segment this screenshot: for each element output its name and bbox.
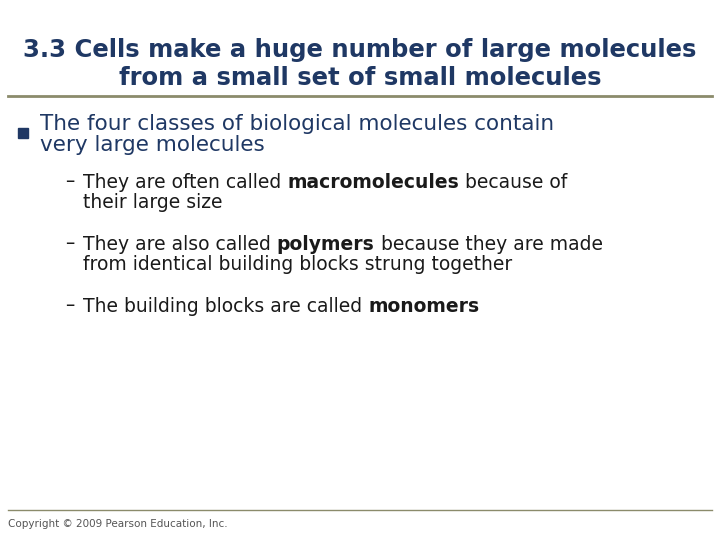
Text: their large size: their large size [83, 193, 222, 213]
Text: 3.3 Cells make a huge number of large molecules: 3.3 Cells make a huge number of large mo… [23, 38, 697, 62]
Text: The building blocks are called: The building blocks are called [83, 296, 368, 315]
Text: They are also called: They are also called [83, 234, 277, 253]
Text: because of: because of [459, 172, 567, 192]
Text: because they are made: because they are made [374, 234, 603, 253]
Text: very large molecules: very large molecules [40, 135, 265, 155]
Bar [18, 128, 28, 138]
Text: They are often called: They are often called [83, 172, 287, 192]
Text: from a small set of small molecules: from a small set of small molecules [119, 66, 601, 90]
Text: macromolecules: macromolecules [287, 172, 459, 192]
Text: The four classes of biological molecules contain: The four classes of biological molecules… [40, 114, 554, 134]
Text: polymers: polymers [277, 234, 374, 253]
Text: Copyright © 2009 Pearson Education, Inc.: Copyright © 2009 Pearson Education, Inc. [8, 519, 228, 529]
Text: –: – [65, 234, 74, 253]
Text: monomers: monomers [368, 296, 480, 315]
Text: from identical building blocks strung together: from identical building blocks strung to… [83, 255, 512, 274]
Text: –: – [65, 172, 74, 192]
Text: –: – [65, 296, 74, 315]
